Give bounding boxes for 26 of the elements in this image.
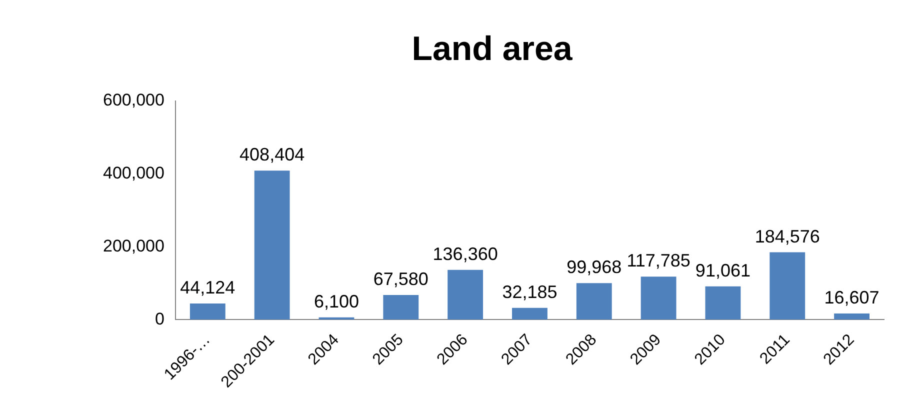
data-label: 32,185 [502,282,558,302]
data-label: 67,580 [373,268,428,289]
y-tick-label: 600,000 [103,90,164,110]
data-label: 16,607 [824,288,880,308]
bar [770,252,806,320]
y-tick-label: 0 [154,309,164,328]
data-label: 6,100 [314,291,360,312]
bar [576,283,612,320]
bar [254,170,290,320]
bar [640,276,676,320]
data-label: 184,576 [754,226,820,246]
y-tick-label: 400,000 [103,163,164,182]
data-label: 91,061 [695,260,750,280]
data-label: 408,404 [240,144,305,165]
bar [448,270,484,320]
data-label: 44,124 [180,277,236,298]
bar [705,286,741,320]
data-label: 136,360 [432,244,498,264]
data-label: 117,785 [626,250,690,271]
bar [512,308,548,320]
data-label: 99,968 [566,257,622,278]
chart-title: Land area [412,30,574,68]
bar [190,304,226,320]
bar [834,314,870,320]
y-tick-label: 200,000 [103,236,164,256]
bar [383,294,419,320]
